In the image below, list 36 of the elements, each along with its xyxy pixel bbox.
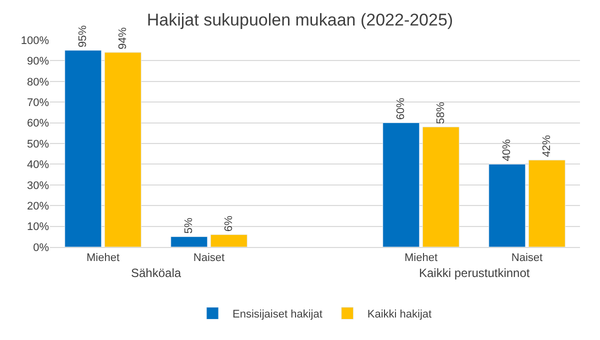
text: Kaikki perustutkinnot — [419, 266, 530, 280]
x-tick-label: Miehet — [86, 252, 120, 264]
y-tick-label: 80% — [26, 76, 50, 88]
bar — [104, 52, 142, 247]
y-tick-label: 10% — [26, 221, 50, 234]
data-label: 94% — [116, 27, 129, 50]
bar — [488, 164, 526, 247]
y-tick-label: 20% — [26, 200, 50, 212]
x-tick-label: Miehet — [404, 252, 438, 264]
legend-label: Kaikki hakijat — [367, 308, 432, 321]
y-tick-label: 60% — [26, 118, 50, 130]
bar — [382, 122, 420, 247]
data-label: 6% — [222, 215, 235, 232]
data-label: 58% — [434, 102, 447, 124]
bar — [528, 160, 566, 247]
data-label: 5% — [183, 218, 196, 234]
y-tick-label: 30% — [26, 180, 50, 192]
y-tick-label: 90% — [26, 56, 50, 68]
data-label: 40% — [501, 138, 514, 162]
x-tick-label: Naiset — [511, 252, 543, 264]
legend-label: Ensisijaiset hakijat — [232, 308, 322, 321]
chart-title: Hakijat sukupuolen mukaan (2022-2025) — [146, 10, 454, 30]
x-tick-label: Naiset — [193, 252, 225, 264]
data-label: 60% — [395, 98, 408, 120]
bar — [210, 234, 248, 247]
y-tick-label: 40% — [26, 159, 50, 172]
data-label: 95% — [77, 25, 90, 48]
bar — [422, 126, 460, 247]
bar — [170, 236, 208, 247]
data-label: 42% — [540, 134, 553, 158]
y-tick-label: 70% — [26, 96, 50, 109]
y-tick-label: 0% — [33, 242, 50, 254]
y-tick-label: 100% — [20, 34, 50, 47]
text: Sähköala — [131, 266, 182, 280]
y-tick-label: 50% — [26, 138, 50, 150]
bar — [64, 50, 102, 247]
